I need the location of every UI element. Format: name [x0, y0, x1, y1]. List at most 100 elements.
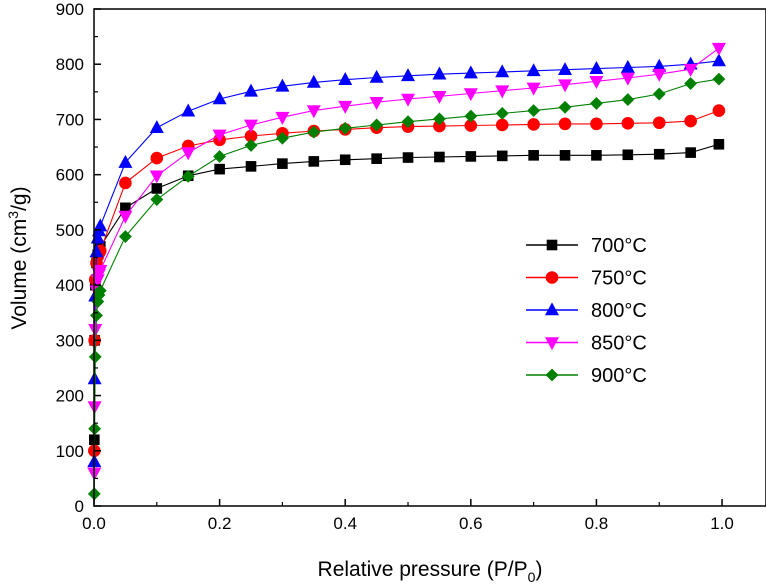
legend-label: 700°C	[591, 235, 647, 257]
data-point	[338, 100, 353, 114]
x-tick-label: 0.4	[333, 514, 357, 533]
data-point	[118, 154, 133, 168]
data-point	[401, 115, 415, 129]
data-point	[528, 150, 539, 161]
data-point	[652, 87, 666, 101]
data-point	[558, 62, 573, 76]
x-tick-label: 0.0	[82, 514, 106, 533]
data-point	[307, 125, 321, 139]
data-point	[463, 65, 478, 79]
data-point	[464, 109, 478, 123]
data-point	[432, 112, 446, 126]
legend-item: 850°C	[526, 333, 647, 355]
series-850°C	[87, 42, 726, 481]
legend-label: 750°C	[591, 268, 647, 290]
data-point	[93, 218, 108, 232]
data-point	[371, 153, 382, 164]
data-point	[495, 85, 510, 99]
data-point	[150, 193, 164, 206]
data-point	[275, 131, 289, 145]
data-point	[653, 148, 665, 160]
data-point	[401, 68, 416, 82]
x-axis-title: Relative pressure (P/P0)	[318, 558, 543, 585]
data-point	[463, 88, 478, 102]
y-tick-label: 700	[56, 110, 84, 129]
y-tick-label: 0	[75, 497, 84, 516]
legend-item: 700°C	[526, 235, 647, 257]
y-tick-label: 100	[56, 442, 84, 461]
data-point	[621, 117, 635, 130]
legend-marker	[546, 239, 558, 251]
data-point	[712, 72, 726, 86]
legend-marker	[544, 302, 560, 316]
data-point	[244, 119, 259, 133]
y-axis-title: Volume (cm3/g)	[5, 186, 31, 329]
data-point	[93, 284, 107, 298]
data-point	[212, 91, 227, 105]
legend-marker	[545, 271, 559, 284]
data-point	[712, 104, 726, 117]
legend-item: 800°C	[526, 300, 647, 322]
legend-label: 900°C	[591, 365, 647, 387]
y-tick-label: 200	[56, 387, 84, 406]
data-point	[622, 149, 634, 161]
data-point	[432, 66, 447, 80]
data-point	[338, 72, 353, 85]
data-point	[621, 93, 635, 106]
y-tick-label: 500	[56, 221, 84, 240]
data-point	[711, 53, 726, 67]
legend-item: 900°C	[526, 365, 647, 387]
data-point	[306, 74, 321, 88]
data-point	[339, 154, 351, 166]
data-point	[495, 64, 510, 78]
data-point	[306, 105, 321, 119]
data-point	[526, 63, 541, 77]
data-point	[181, 169, 195, 183]
data-point	[434, 151, 445, 163]
data-point	[589, 76, 604, 89]
data-point	[713, 138, 725, 150]
data-point	[684, 77, 698, 90]
ticks-layer: 0.0 0.2 0.4 0.6 0.8 1.0 0 100 200 300 400 500 600 700…	[56, 0, 734, 533]
data-point	[181, 103, 196, 117]
data-point	[244, 138, 258, 152]
series-800°C	[87, 53, 726, 468]
data-point	[589, 61, 604, 74]
data-point	[590, 97, 603, 110]
data-point	[591, 150, 602, 161]
data-point	[590, 117, 603, 131]
legend-marker	[544, 337, 560, 351]
y-tick-label: 300	[56, 331, 84, 350]
x-tick-label: 0.2	[208, 514, 232, 533]
data-point	[369, 97, 384, 110]
data-point	[118, 210, 133, 224]
data-point	[213, 150, 227, 163]
y-tick-label: 800	[56, 55, 84, 74]
data-point	[652, 116, 666, 130]
data-point	[620, 59, 635, 73]
series-layer	[87, 42, 726, 501]
data-point	[118, 230, 132, 243]
data-point	[527, 118, 540, 131]
data-point	[558, 79, 573, 93]
data-point	[212, 129, 227, 143]
data-point	[88, 350, 102, 364]
legend: 700°C 750°C 800°C 850°C 900°C	[526, 235, 647, 387]
data-point	[151, 183, 163, 194]
data-point	[93, 264, 108, 278]
legend-marker	[545, 368, 559, 382]
data-point	[277, 158, 288, 169]
y-tick-label: 900	[56, 0, 84, 19]
x-tick-label: 0.8	[585, 514, 609, 533]
data-point	[684, 114, 697, 128]
data-point	[370, 118, 384, 132]
data-point	[308, 156, 320, 167]
x-tick-label: 1.0	[710, 514, 734, 533]
data-point	[652, 68, 667, 82]
data-point	[527, 104, 541, 118]
data-point	[181, 147, 196, 161]
data-point	[214, 163, 225, 175]
legend-label: 800°C	[591, 300, 647, 322]
